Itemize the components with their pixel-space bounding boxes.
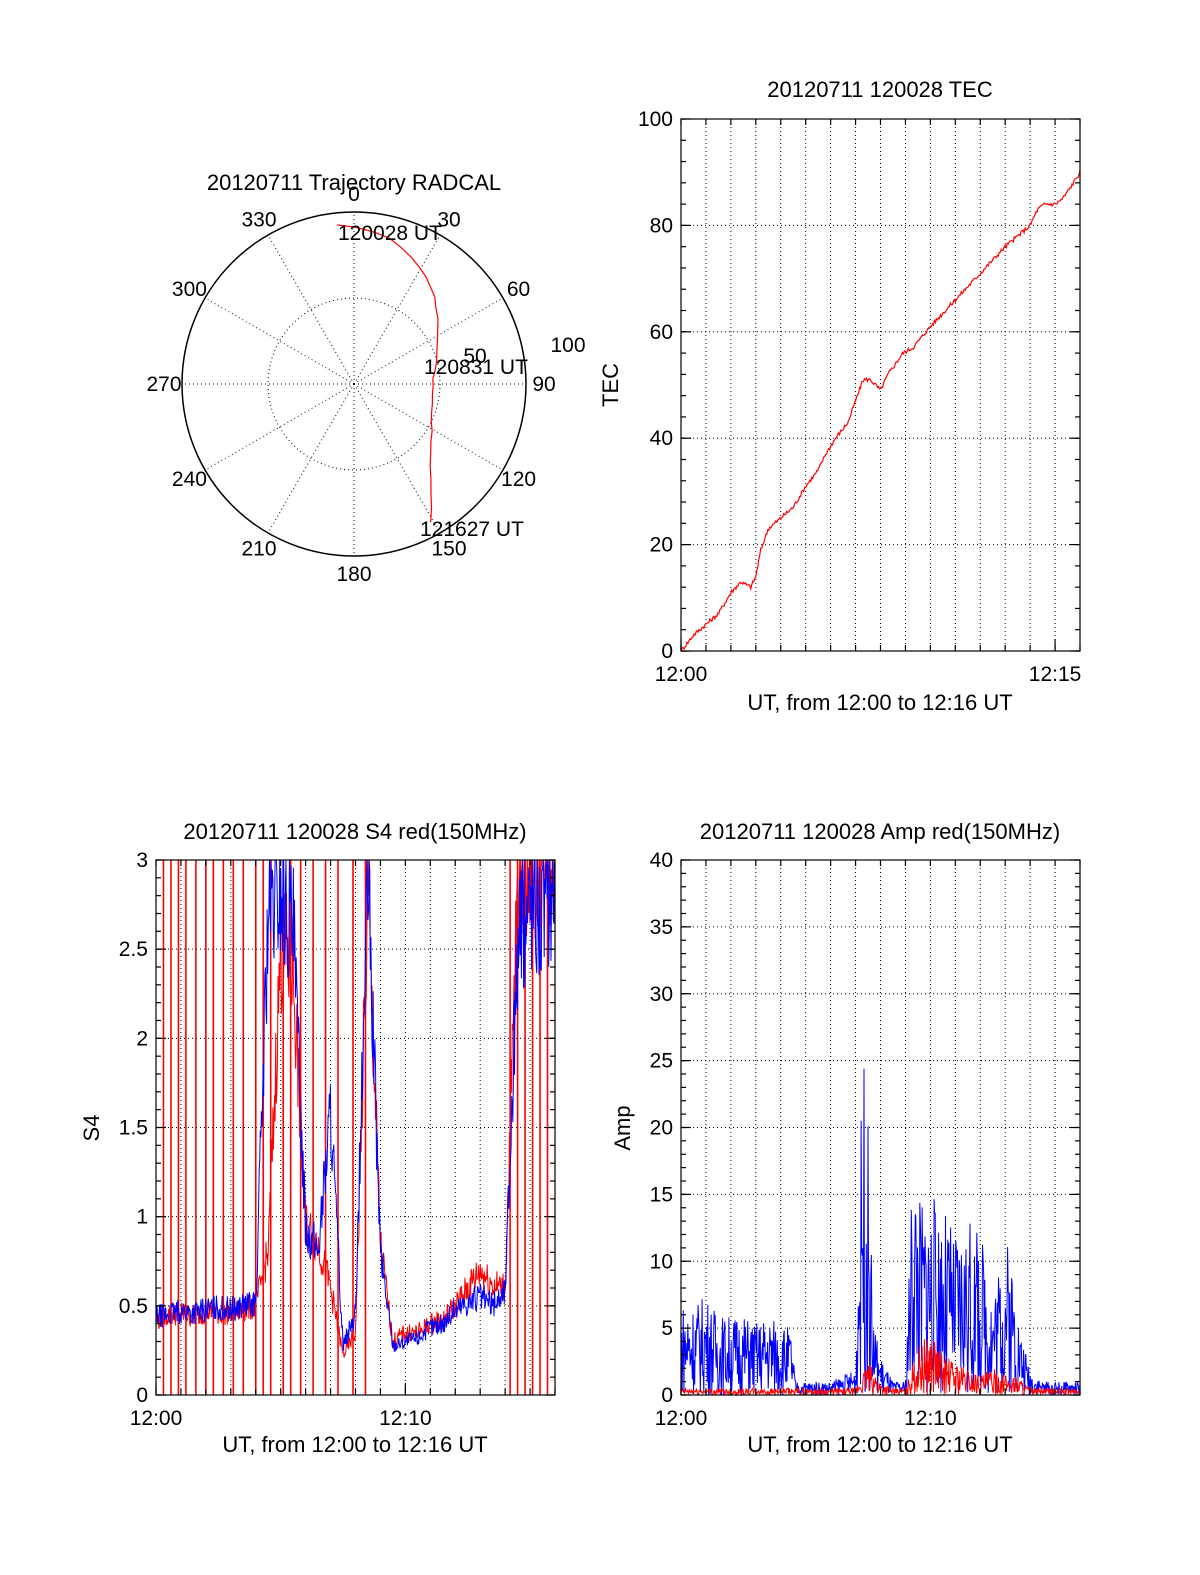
tec-ytick-label: 100 bbox=[638, 108, 673, 131]
polar-inner-circle bbox=[267, 297, 441, 471]
trajectory-polar-plot: 20120711 Trajectory RADCAL 0 30 60 90 120 150… bbox=[146, 170, 585, 586]
polar-angle-label: 270 bbox=[146, 373, 181, 396]
polar-radial-label: 100 bbox=[550, 334, 585, 357]
polar-grid bbox=[181, 211, 527, 557]
polar-angle-label: 240 bbox=[172, 468, 207, 491]
s4-x-axis-label: UT, from 12:00 to 12:16 UT bbox=[222, 1432, 487, 1457]
amp-ytick-label: 30 bbox=[650, 983, 673, 1006]
tec-xtick-label: 12:15 bbox=[1029, 663, 1082, 686]
tec-xtick-label: 12:00 bbox=[655, 663, 708, 686]
s4-plot: 20120711 120028 S4 red(150MHz) 0 0.5 1 1.5 2… bbox=[79, 819, 556, 1457]
polar-angle-label: 210 bbox=[241, 538, 276, 561]
tec-ytick-label: 40 bbox=[650, 427, 673, 450]
s4-series-line bbox=[155, 859, 556, 1352]
polar-spoke bbox=[353, 383, 441, 534]
tec-series-line bbox=[680, 170, 1081, 652]
tec-plot: 20120711 120028 TEC 0 20 40 60 80 100 12:00 12:… bbox=[598, 77, 1081, 715]
trajectory-series bbox=[337, 224, 439, 523]
polar-angle-label: 330 bbox=[241, 208, 276, 231]
polar-angle-labels: 0 30 60 90 120 150 180 210 240 270 300 330 bbox=[146, 183, 555, 586]
polar-outer-circle bbox=[181, 211, 527, 557]
polar-angle-label: 90 bbox=[532, 373, 555, 396]
amp-x-axis-label: UT, from 12:00 to 12:16 UT bbox=[747, 1432, 1012, 1457]
amp-title: 20120711 120028 Amp red(150MHz) bbox=[700, 819, 1060, 844]
tec-axes: 0 20 40 60 80 100 12:00 12:15 bbox=[638, 108, 1081, 686]
trajectory-start-annotation: 120028 UT bbox=[338, 222, 442, 245]
amp-y-axis-label: Amp bbox=[610, 1105, 635, 1150]
s4-title: 20120711 120028 S4 red(150MHz) bbox=[183, 819, 526, 844]
polar-radial-labels: 50 100 bbox=[463, 334, 585, 368]
s4-ytick-label: 2 bbox=[136, 1027, 148, 1050]
amp-plot: 20120711 120028 Amp red(150MHz) 0 5 10 15 20… bbox=[610, 819, 1081, 1457]
amp-series bbox=[680, 1068, 1081, 1397]
s4-ytick-label: 0 bbox=[136, 1384, 148, 1407]
s4-xtick-label: 12:00 bbox=[130, 1407, 183, 1430]
tec-series bbox=[680, 170, 1081, 652]
s4-ytick-label: 1.5 bbox=[119, 1117, 148, 1140]
amp-ytick-label: 15 bbox=[650, 1183, 673, 1206]
trajectory-title: 20120711 Trajectory RADCAL bbox=[207, 170, 501, 195]
tec-ytick-label: 20 bbox=[650, 534, 673, 557]
polar-spoke bbox=[267, 234, 355, 385]
polar-angle-label: 120 bbox=[501, 468, 536, 491]
tec-title: 20120711 120028 TEC bbox=[767, 77, 993, 102]
polar-angle-label: 180 bbox=[336, 563, 371, 586]
polar-angle-label: 300 bbox=[172, 278, 207, 301]
s4-ytick-label: 2.5 bbox=[119, 938, 148, 961]
amp-ytick-label: 35 bbox=[650, 916, 673, 939]
polar-angle-label: 30 bbox=[437, 208, 460, 231]
trajectory-end-annotation: 121627 UT bbox=[420, 518, 524, 541]
tec-x-axis-label: UT, from 12:00 to 12:16 UT bbox=[747, 690, 1012, 715]
amp-series-line bbox=[680, 1339, 1081, 1397]
amp-ytick-label: 10 bbox=[650, 1250, 673, 1273]
polar-spoke bbox=[267, 383, 355, 534]
tec-ytick-label: 60 bbox=[650, 321, 673, 344]
tec-y-axis-label: TEC bbox=[598, 363, 623, 407]
polar-spoke bbox=[353, 297, 504, 385]
s4-ytick-label: 3 bbox=[136, 849, 148, 872]
polar-spoke bbox=[353, 383, 504, 471]
s4-y-axis-label: S4 bbox=[79, 1115, 104, 1142]
s4-ytick-label: 1 bbox=[136, 1206, 148, 1229]
amp-ytick-label: 25 bbox=[650, 1050, 673, 1073]
amp-xtick-label: 12:00 bbox=[655, 1407, 708, 1430]
polar-spoke bbox=[204, 383, 355, 471]
polar-spoke bbox=[204, 297, 355, 385]
tec-ytick-label: 0 bbox=[661, 640, 673, 663]
amp-series-line bbox=[680, 1068, 1081, 1396]
s4-axes: 0 0.5 1 1.5 2 2.5 3 12:00 12:10 bbox=[119, 849, 556, 1430]
amp-axes: 0 5 10 15 20 25 30 35 40 12:00 12:10 bbox=[650, 849, 1081, 1430]
polar-angle-label: 0 bbox=[348, 183, 360, 206]
polar-spoke bbox=[353, 234, 441, 385]
amp-ytick-label: 40 bbox=[650, 849, 673, 872]
trajectory-mid-annotation: 120831 UT bbox=[424, 356, 528, 379]
trajectory-line bbox=[337, 224, 439, 523]
amp-ytick-label: 20 bbox=[650, 1117, 673, 1140]
polar-angle-label: 150 bbox=[431, 538, 466, 561]
polar-radial-label: 50 bbox=[463, 345, 486, 368]
amp-ytick-label: 0 bbox=[661, 1384, 673, 1407]
tec-ytick-label: 80 bbox=[650, 214, 673, 237]
amp-ytick-label: 5 bbox=[661, 1317, 673, 1340]
s4-xtick-label: 12:10 bbox=[379, 1407, 432, 1430]
s4-ytick-label: 0.5 bbox=[119, 1295, 148, 1318]
polar-angle-label: 60 bbox=[507, 278, 530, 301]
amp-xtick-label: 12:10 bbox=[904, 1407, 957, 1430]
tec-grid bbox=[681, 119, 1080, 651]
